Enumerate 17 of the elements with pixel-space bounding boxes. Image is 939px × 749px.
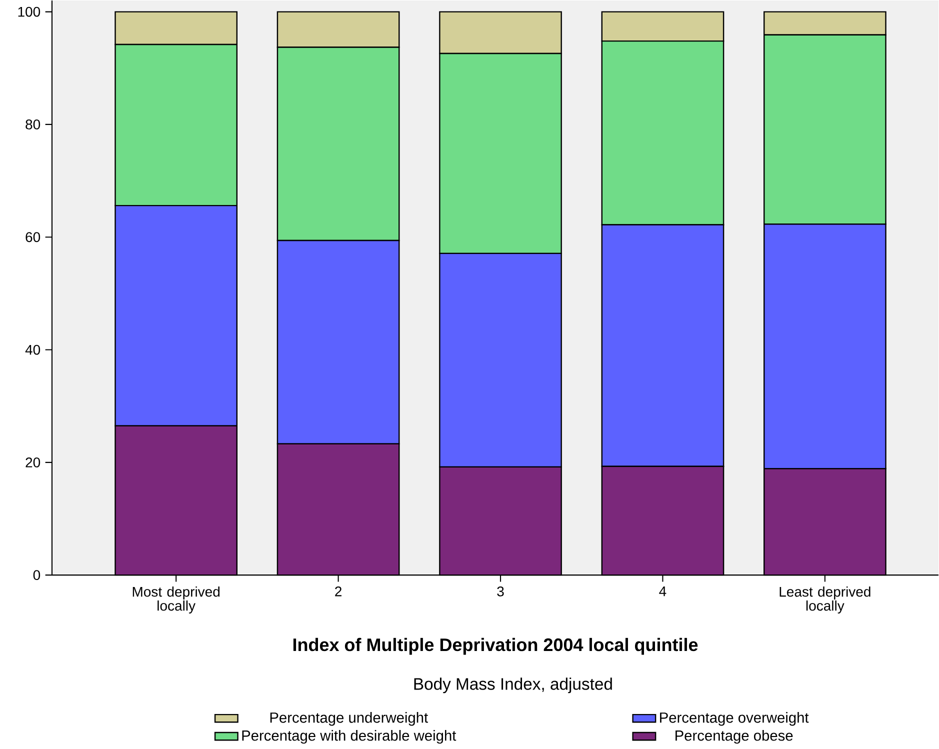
x-tick-label: 4 (659, 586, 666, 596)
legend-label: Percentage with desirable weight (242, 730, 456, 744)
y-tick-label: 0 (33, 570, 40, 580)
legend-label: Percentage overweight (660, 712, 809, 726)
y-tick-label: 20 (26, 457, 40, 468)
x-axis-title: Index of Multiple Deprivation 2004 local quintile (293, 638, 698, 655)
legend-title: Body Mass Index, adjusted (414, 678, 612, 694)
y-tick-label: 80 (26, 119, 40, 130)
y-tick-label: 60 (26, 232, 40, 242)
y-tick-label: 40 (25, 344, 40, 355)
x-tick-label: Most deprived locally (132, 586, 220, 614)
x-tick-label: Least deprived locally (780, 586, 870, 614)
x-tick-label: 2 (335, 586, 342, 596)
y-tick-label: 100 (18, 6, 40, 17)
legend-label: Percentage underweight (270, 712, 428, 726)
x-tick-label: 3 (497, 586, 504, 596)
legend-label: Percentage obese (676, 730, 793, 744)
